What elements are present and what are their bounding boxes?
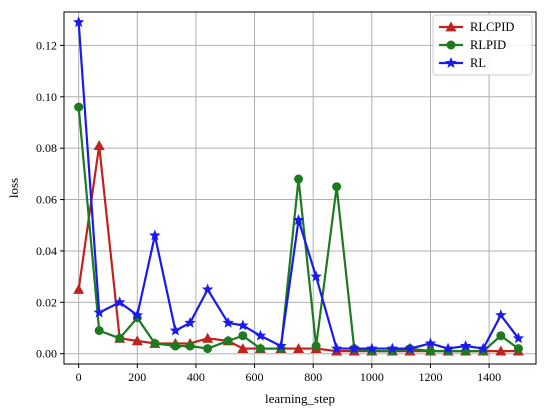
x-tick-label: 0 [76, 370, 82, 384]
data-point-rl [149, 229, 161, 241]
data-point-rlpid [203, 344, 213, 354]
data-point-rlpid [94, 326, 104, 336]
legend-item-rlpid: RLPID [439, 38, 506, 52]
x-tick-label: 800 [304, 370, 322, 384]
y-axis-label: loss [6, 178, 21, 198]
data-point-rl [201, 283, 214, 295]
x-tick-label: 1200 [418, 370, 442, 384]
data-point-rl [93, 306, 105, 318]
data-point-rl [404, 342, 416, 354]
legend-item-rlcpid: RLCPID [439, 20, 514, 34]
data-point-rlpid [332, 182, 342, 192]
legend-label: RL [470, 56, 486, 70]
legend-box [432, 14, 533, 76]
legend-swatch-marker [446, 40, 456, 50]
data-point-rlpid [115, 333, 125, 343]
data-point-rl [330, 342, 343, 354]
data-point-rl [254, 329, 267, 341]
plot-frame [63, 11, 537, 365]
data-point-rl [275, 340, 287, 351]
x-tick-label: 600 [246, 370, 264, 384]
data-point-rl [348, 342, 360, 354]
data-point-rlcpid [73, 283, 85, 294]
legend: RLCPID RLPID RL [432, 14, 533, 76]
data-point-rlpid [150, 338, 160, 348]
data-point-rlpid [496, 331, 506, 341]
data-point-rlpid [425, 346, 435, 356]
data-point-rlcpid [293, 343, 305, 353]
x-tick-label: 1000 [360, 370, 384, 384]
x-axis-ticks: 0 200 400 600 800 1000 1200 1400 [76, 364, 501, 384]
x-tick-label: 1400 [477, 370, 501, 384]
data-point-rlpid [74, 102, 84, 112]
data-point-rl [310, 270, 322, 282]
data-point-rl [237, 319, 249, 331]
legend-label: RLPID [470, 38, 506, 52]
data-point-rl [169, 324, 182, 336]
data-point-rl [114, 296, 126, 308]
y-tick-label: 0.12 [36, 38, 57, 52]
y-tick-label: 0.08 [36, 141, 57, 155]
data-point-rl [459, 340, 472, 351]
data-point-rlcpid [93, 140, 105, 151]
grid [64, 12, 536, 364]
x-axis-label: learning_step [265, 391, 335, 406]
y-tick-label: 0.04 [36, 244, 57, 258]
y-tick-label: 0.10 [36, 90, 57, 104]
legend-item-rl: RL [439, 56, 486, 70]
data-point-rl [184, 316, 196, 328]
data-point-rl [292, 214, 305, 225]
data-point-rl [495, 309, 507, 321]
series-layer [72, 16, 525, 356]
data-point-rl [512, 332, 525, 344]
y-tick-label: 0.06 [36, 193, 57, 207]
y-axis-ticks: 0.00 0.02 0.04 0.06 0.08 0.10 0.12 [36, 38, 64, 361]
data-point-rl [477, 342, 489, 354]
data-point-rl [366, 342, 378, 354]
data-point-rl [222, 316, 234, 328]
series-rl [72, 16, 525, 354]
legend-label: RLCPID [470, 20, 514, 34]
y-tick-label: 0.02 [36, 295, 57, 309]
data-point-rlpid [255, 344, 265, 354]
data-point-rlcpid [495, 345, 507, 356]
data-point-rl [442, 342, 454, 354]
data-point-rlcpid [237, 343, 249, 353]
data-point-rlpid [513, 344, 523, 354]
data-point-rlcpid [202, 332, 214, 343]
data-point-rl [131, 309, 143, 321]
x-tick-label: 200 [128, 370, 146, 384]
data-point-rlpid [294, 174, 304, 184]
series-line-rlpid [77, 106, 520, 353]
data-point-rl [424, 337, 437, 349]
data-point-rlpid [170, 341, 180, 351]
data-point-rlpid [223, 336, 233, 346]
data-point-rlcpid [131, 335, 143, 346]
data-point-rlpid [311, 341, 321, 351]
data-point-rlpid [185, 341, 195, 351]
legend-swatch-marker [445, 21, 457, 32]
y-tick-label: 0.00 [36, 347, 57, 361]
data-point-rl [72, 16, 85, 28]
series-rlpid [74, 102, 523, 356]
legend-swatch-marker [445, 57, 457, 68]
data-point-rlpid [238, 331, 248, 341]
data-point-rl [386, 342, 399, 354]
x-tick-label: 400 [187, 370, 205, 384]
